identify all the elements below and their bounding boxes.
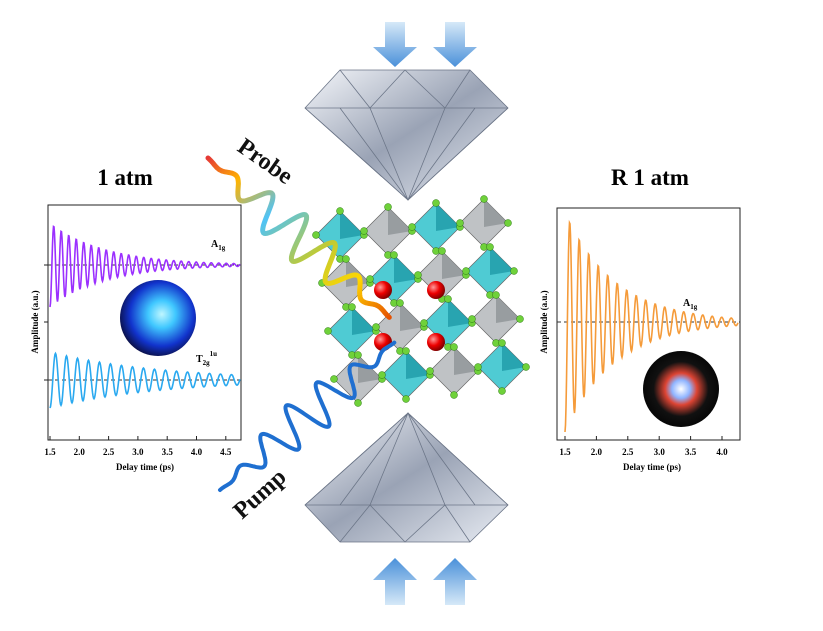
crystal-structure xyxy=(312,195,530,407)
x-axis-label: Delay time (ps) xyxy=(623,462,681,472)
pressure-arrows xyxy=(373,22,477,605)
right-plot: 1.5 2.0 2.5 3.0 3.5 4.0 xyxy=(557,219,740,457)
atom-green xyxy=(408,223,416,231)
x-tick-label: 3.0 xyxy=(132,447,144,457)
diamond-top xyxy=(304,69,509,202)
atom-green xyxy=(396,299,404,307)
atom-green xyxy=(450,343,458,351)
octahedron-face xyxy=(454,347,478,375)
octahedron-face xyxy=(406,351,430,379)
y-axis-label: Amplitude (a.u.) xyxy=(30,290,40,353)
atom-green xyxy=(354,399,362,407)
atom-green xyxy=(456,219,464,227)
atom-green xyxy=(462,267,470,275)
octahedron-face xyxy=(346,259,370,287)
octahedron-face xyxy=(448,299,472,327)
atom-green xyxy=(336,207,344,215)
atom-green xyxy=(402,347,410,355)
atom-green xyxy=(498,387,506,395)
beam xyxy=(218,340,397,492)
octahedron-face xyxy=(388,207,412,235)
octahedron-face xyxy=(400,303,424,331)
inset-image xyxy=(120,280,196,356)
atom-green xyxy=(480,195,488,203)
x-tick-label: 4.0 xyxy=(191,447,203,457)
left-plot: 1.5 2.0 2.5 3.0 3.5 4.0 4.5 xyxy=(44,225,241,457)
atom-green xyxy=(330,375,338,383)
x-tick-label: 2.0 xyxy=(74,447,86,457)
octahedron-face xyxy=(436,203,460,231)
atom-green xyxy=(354,351,362,359)
octahedron-face xyxy=(496,295,520,323)
x-tick-label: 1.5 xyxy=(44,447,56,457)
atom-green xyxy=(444,295,452,303)
light-beams xyxy=(205,155,397,492)
atom-green xyxy=(420,319,428,327)
atom-green xyxy=(366,275,374,283)
mode-label: T2g1u xyxy=(196,350,217,367)
atom-green xyxy=(474,363,482,371)
atom-green xyxy=(450,391,458,399)
atom-green xyxy=(438,247,446,255)
x-tick-label: 2.5 xyxy=(103,447,115,457)
atom-green xyxy=(312,231,320,239)
inset-image xyxy=(643,351,719,427)
atom-green xyxy=(348,303,356,311)
x-tick-label: 1.5 xyxy=(559,447,571,457)
atom-green xyxy=(390,251,398,259)
x-tick-label: 3.5 xyxy=(685,447,697,457)
atom-green xyxy=(516,315,524,323)
plot-frame xyxy=(556,207,741,441)
x-tick-label: 3.0 xyxy=(654,447,666,457)
atom-green xyxy=(504,219,512,227)
x-tick-label: 4.5 xyxy=(220,447,232,457)
mode-label: A1g xyxy=(683,298,698,311)
octahedron-face xyxy=(352,307,376,335)
atom-green xyxy=(492,291,500,299)
probe-label: Probe xyxy=(233,134,298,190)
atom-green xyxy=(498,339,506,347)
x-tick-label: 2.0 xyxy=(591,447,603,457)
atom-green xyxy=(378,371,386,379)
atom-green xyxy=(372,323,380,331)
atom-red xyxy=(427,333,445,351)
trace xyxy=(564,219,739,433)
octahedron-face xyxy=(484,199,508,227)
trace xyxy=(49,225,241,308)
atom-red xyxy=(374,281,392,299)
atom-green xyxy=(432,199,440,207)
panel-title: R 1 atm xyxy=(611,165,689,190)
trace xyxy=(49,351,241,409)
atom-green xyxy=(384,203,392,211)
atom-green xyxy=(342,255,350,263)
atom-green xyxy=(468,315,476,323)
atom-green xyxy=(402,395,410,403)
x-tick-label: 4.0 xyxy=(716,447,728,457)
octahedron-face xyxy=(502,343,526,371)
x-axis-label: Delay time (ps) xyxy=(116,462,174,472)
atom-green xyxy=(486,243,494,251)
diamond-bottom xyxy=(304,411,509,543)
atom-green xyxy=(324,327,332,335)
x-tick-label: 2.5 xyxy=(622,447,634,457)
octahedron-face xyxy=(340,211,364,239)
atom-green xyxy=(426,367,434,375)
mode-label: A1g xyxy=(211,239,226,252)
atom-red xyxy=(427,281,445,299)
octahedron-face xyxy=(442,251,466,279)
atom-green xyxy=(510,267,518,275)
atom-green xyxy=(414,271,422,279)
beam xyxy=(205,155,392,320)
atom-green xyxy=(360,227,368,235)
atom-green xyxy=(522,363,530,371)
octahedron-face xyxy=(394,255,418,283)
octahedron-face xyxy=(490,247,514,275)
y-axis-label: Amplitude (a.u.) xyxy=(539,290,549,353)
panel-title: 1 atm xyxy=(97,165,153,190)
x-tick-label: 3.5 xyxy=(162,447,174,457)
